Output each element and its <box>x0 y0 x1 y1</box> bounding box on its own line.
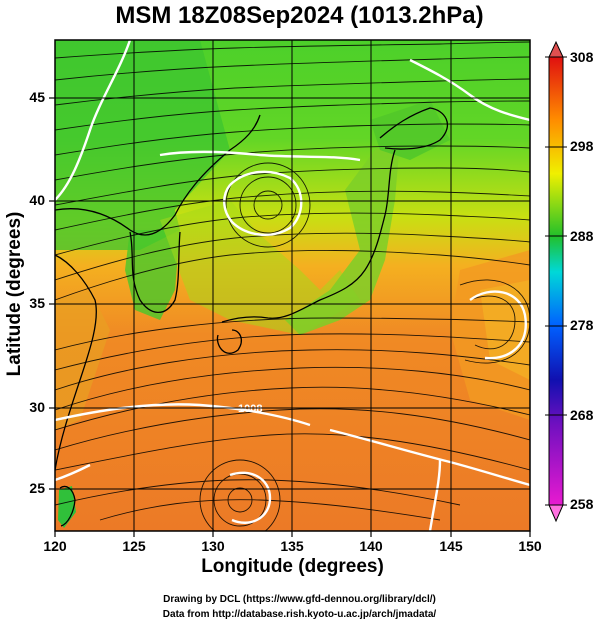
x-tick-label: 140 <box>359 538 383 554</box>
colorbar-label: 258 <box>570 496 594 512</box>
x-tick-label: 120 <box>43 538 67 554</box>
wind-streamlines <box>55 41 530 531</box>
colorbar-ticks <box>545 56 567 506</box>
x-axis-label: Longitude (degrees) <box>201 556 384 577</box>
colorbar-label: 268 <box>570 407 594 423</box>
japan-sea-warm <box>160 200 360 335</box>
x-tick-label: 125 <box>122 538 146 554</box>
x-tick-label: 130 <box>201 538 225 554</box>
y-axis-label: Latitude (degrees) <box>4 211 25 377</box>
y-tick-label: 35 <box>29 295 45 311</box>
x-tick-label: 150 <box>518 538 542 554</box>
chart-title: MSM 18Z08Sep2024 (1013.2hPa) <box>115 2 484 29</box>
china-coast <box>55 290 110 430</box>
colorbar-label: 278 <box>570 317 594 333</box>
coastlines <box>55 107 449 527</box>
east-ocean-cool <box>480 280 530 380</box>
isobars <box>55 40 530 531</box>
taiwan-land <box>58 486 76 528</box>
continent-land <box>55 40 230 250</box>
data-credit: Data from http://database.rish.kyoto-u.a… <box>162 609 437 620</box>
colorbar <box>548 56 564 506</box>
colorbar-label: 288 <box>570 228 594 244</box>
drawing-credit: Drawing by DCL (https://www.gfd-dennou.o… <box>163 594 436 605</box>
y-tick-label: 45 <box>29 89 45 105</box>
y-tick-label: 25 <box>29 480 45 496</box>
graticule <box>55 40 530 531</box>
colorbar-max-arrow <box>548 40 564 58</box>
y-tick-label: 40 <box>29 192 45 208</box>
axis-tick-marks <box>49 97 531 537</box>
x-tick-label: 135 <box>280 538 304 554</box>
x-tick-label: 145 <box>439 538 463 554</box>
colorbar-label: 308 <box>570 49 594 65</box>
y-tick-label: 30 <box>29 399 45 415</box>
colorbar-min-arrow <box>548 504 564 523</box>
colorbar-label: 298 <box>570 138 594 154</box>
isobar-label: 1008 <box>238 403 262 415</box>
